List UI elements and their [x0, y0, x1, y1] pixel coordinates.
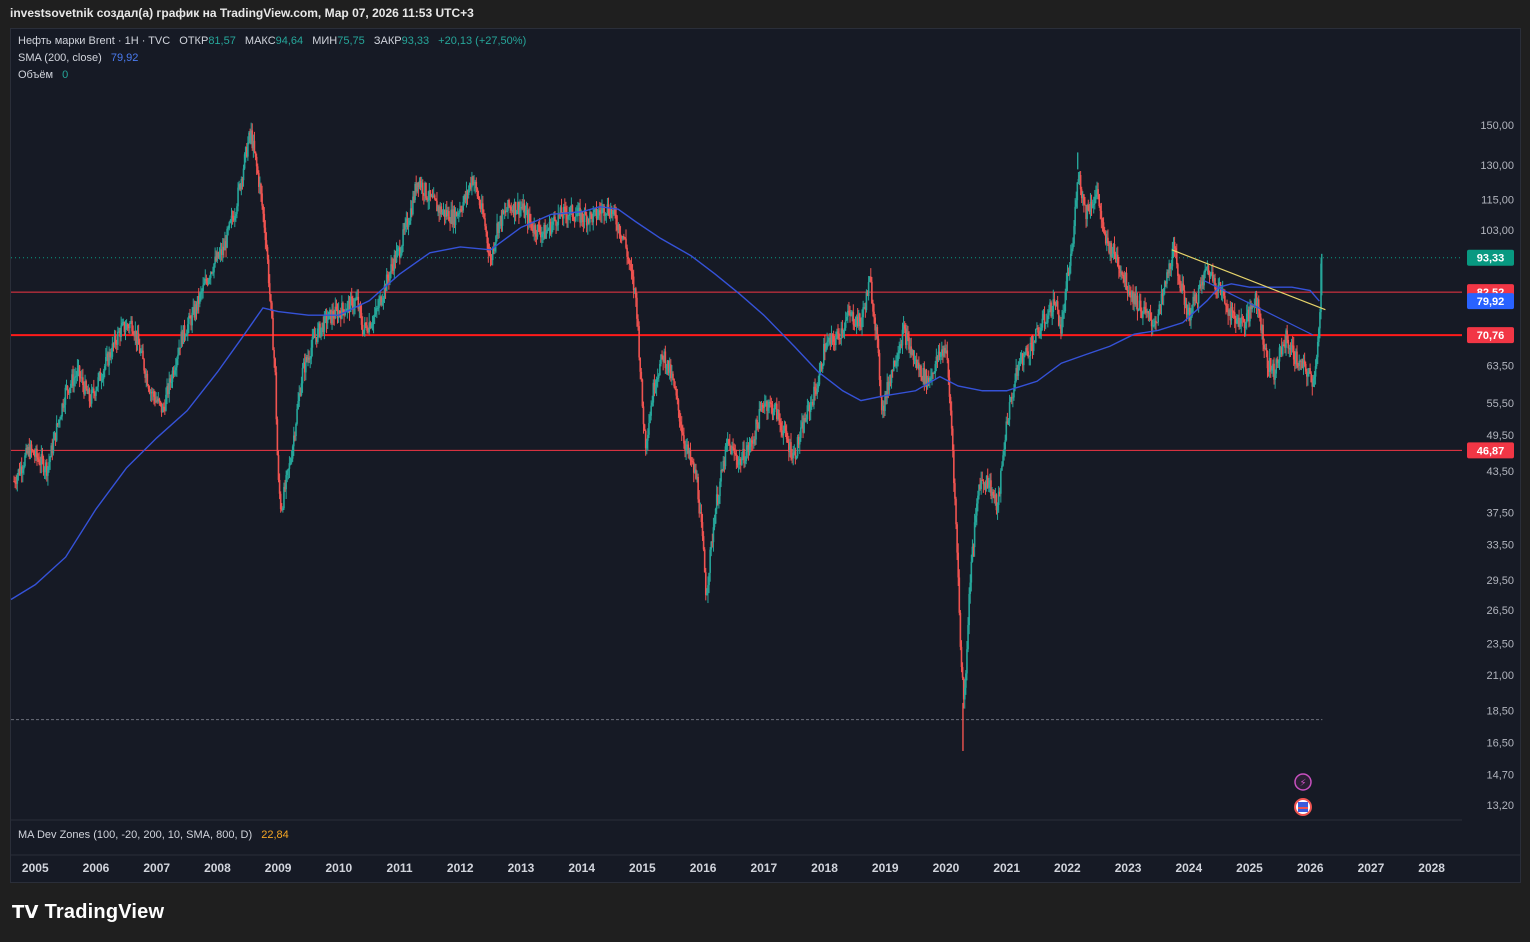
- currency-code: USD: [1481, 38, 1505, 50]
- ma-dev-zones-legend[interactable]: MA Dev Zones (100, -20, 200, 10, SMA, 80…: [18, 829, 289, 841]
- change-value: +20,13 (+27,50%): [438, 35, 527, 47]
- sma-legend[interactable]: SMA (200, close) 79,92: [18, 52, 138, 64]
- open-label: ОТКР: [179, 35, 209, 47]
- close-value: 93,33: [401, 35, 430, 47]
- tradingview-brand: TradingView: [44, 900, 165, 923]
- unit-code: BLL: [1483, 63, 1503, 75]
- open-value: 81,57: [208, 35, 236, 47]
- symbol-legend[interactable]: Нефть марки Brent · 1H · TVC ОТКР81,57 М…: [18, 35, 526, 47]
- chart-header-title: investsovetnik создал(а) график на Tradi…: [10, 6, 474, 20]
- ma-dev-zones-value: 22,84: [261, 829, 289, 841]
- tradingview-logo[interactable]: 𝗧𝗩 TradingView: [12, 898, 164, 926]
- tradingview-logo-icon: 𝗧𝗩: [12, 901, 39, 922]
- high-value: 94,64: [275, 35, 304, 47]
- chart-frame[interactable]: [10, 28, 1521, 883]
- volume-legend[interactable]: Объём 0: [18, 69, 68, 81]
- high-label: МАКС: [244, 35, 276, 47]
- close-label: ЗАКР: [373, 35, 402, 47]
- volume-value: 0: [62, 69, 69, 81]
- sma-value: 79,92: [110, 52, 139, 64]
- sma-label: SMA (200, close): [18, 52, 102, 64]
- low-value: 75,75: [337, 35, 365, 47]
- volume-label: Объём: [18, 69, 54, 81]
- currency-unit-selector[interactable]: USD BLL: [1469, 31, 1517, 83]
- symbol-name: Нефть марки Brent · 1H · TVC: [18, 35, 171, 47]
- low-label: МИН: [312, 35, 338, 47]
- ma-dev-zones-label: MA Dev Zones (100, -20, 200, 10, SMA, 80…: [18, 829, 253, 841]
